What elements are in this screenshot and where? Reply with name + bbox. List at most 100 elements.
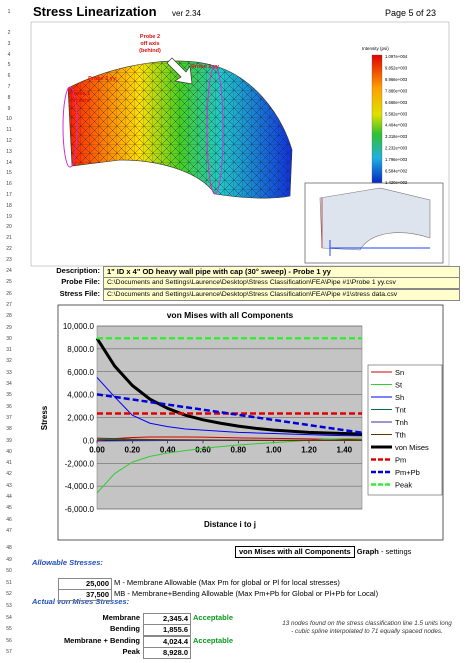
y-axis-label: Stress: [40, 405, 49, 430]
legend-label: Pm+Pb: [395, 468, 420, 477]
allowable-value: 25,000: [58, 577, 112, 590]
y-tick-label: 4,000.0: [67, 391, 94, 400]
actual-status: Acceptable: [193, 635, 234, 645]
x-tick-label: 0.40: [160, 445, 176, 454]
probe-label: Probe 2: [140, 34, 160, 40]
row-number: 35: [6, 392, 12, 399]
inset-view: [304, 182, 444, 264]
row-number: 3: [7, 40, 11, 47]
probe-label: Probe 1: [70, 91, 90, 97]
legend-label: St: [395, 381, 403, 390]
row-number: 14: [6, 159, 12, 166]
row-number: 44: [6, 494, 12, 500]
row-number: 42: [6, 471, 12, 478]
colorbar-label: 2.232e+003: [385, 146, 408, 151]
row-number: 21: [6, 235, 12, 242]
legend-label: Tnh: [395, 418, 408, 427]
row-number: 8: [7, 94, 11, 101]
row-number: 20: [6, 224, 12, 231]
actual-heading: Actual von Mises Stresses:: [32, 597, 130, 606]
y-tick-label: 8,000.0: [67, 345, 94, 354]
actual-value: 4,024.4: [143, 635, 191, 648]
field-label: Probe File:: [61, 277, 100, 287]
series-line: [95, 337, 363, 436]
field-value: C:\Documents and Settings\Laurence\Deskt…: [103, 277, 460, 290]
actual-label: Peak: [122, 647, 140, 657]
pipe-model: [62, 57, 293, 199]
y-tick-label: 0.0: [83, 436, 95, 445]
probe-label: Probe 2 yy: [191, 64, 220, 70]
title: Stress Linearization: [33, 4, 157, 19]
colorbar-label: 9.852e+003: [385, 65, 408, 70]
actual-label: Membrane: [102, 612, 140, 622]
legend-label: Tth: [395, 431, 406, 440]
probe-label: off axis: [140, 41, 159, 47]
field-value: C:\Documents and Settings\Laurence\Deskt…: [103, 288, 460, 301]
x-tick-label: 0.60: [195, 445, 211, 454]
chart-title: von Mises with all Components: [167, 310, 294, 320]
y-tick-label: -6,000.0: [65, 505, 95, 514]
row-number: 12: [6, 138, 12, 144]
row-number: 37: [6, 414, 12, 421]
row-number: 7: [7, 84, 11, 90]
y-tick-label: -2,000.0: [65, 459, 95, 468]
x-tick-label: 0.00: [89, 445, 105, 454]
legend-label: Peak: [395, 481, 412, 490]
colorbar-label: 7.880e+003: [385, 88, 408, 93]
allowable-heading: Allowable Stresses:: [32, 558, 103, 567]
x-tick-label: 0.80: [231, 445, 247, 454]
colorbar-label: 3.318e+003: [385, 134, 408, 139]
row-number: 15: [6, 170, 12, 177]
row-number: 36: [6, 403, 12, 410]
colorbar-label: 8.966e+003: [385, 77, 408, 82]
row-number: 30: [6, 335, 12, 342]
row-number: 32: [6, 358, 12, 365]
y-tick-label: 6,000.0: [67, 368, 94, 377]
row-number: 33: [6, 369, 12, 376]
actual-value: 2,345.4: [143, 612, 191, 625]
row-number: 25: [6, 279, 12, 286]
y-tick-label: 10,000.0: [63, 322, 95, 331]
colorbar-label: 1.796e+003: [385, 157, 408, 162]
row-number: 31: [6, 347, 12, 354]
row-number: 52: [6, 591, 12, 598]
actual-status: Acceptable: [193, 612, 234, 622]
row-number: 29: [6, 324, 12, 331]
field-label: Description:: [56, 266, 100, 275]
row-number: 43: [6, 482, 12, 489]
row-number: 41: [6, 460, 12, 467]
row-number: 11: [6, 127, 12, 134]
row-number: 45: [6, 505, 12, 512]
probe-label: Probe 1 yy: [88, 76, 117, 82]
probe-label: (behind): [139, 48, 161, 54]
row-number: 26: [6, 290, 12, 297]
colorbar-label: 1.420e+002: [385, 180, 408, 185]
row-number: 56: [6, 637, 12, 644]
row-number: 50: [6, 568, 12, 575]
colorbar-label: 5.582e+003: [385, 111, 408, 116]
legend-label: von Mises: [395, 443, 429, 452]
legend-label: Sn: [395, 368, 404, 377]
row-number: 55: [6, 626, 12, 633]
colorbar-label: 6.668e+003: [385, 100, 408, 105]
note: 13 nodes found on the stress classificat…: [282, 620, 452, 635]
graph-selection[interactable]: von Mises with all Components: [235, 546, 355, 558]
allowable-text: MB - Membrane+Bending Allowable (Max Pm+…: [114, 589, 379, 599]
series-line: [96, 436, 363, 441]
legend-label: Sh: [395, 393, 404, 402]
row-number: 6: [7, 73, 11, 80]
row-number: 17: [6, 192, 12, 198]
row-number: 4: [7, 51, 11, 58]
x-tick-label: 1.20: [301, 445, 317, 454]
row-number: 5: [7, 62, 11, 69]
row-number: 16: [6, 181, 12, 188]
row-number: 54: [6, 614, 12, 621]
actual-label: Membrane + Bending: [63, 635, 140, 645]
row-number: 49: [6, 556, 12, 563]
row-number: 51: [6, 579, 12, 586]
row-number: 27: [6, 301, 12, 308]
legend-box: [367, 364, 443, 496]
row-number: 34: [6, 381, 12, 387]
